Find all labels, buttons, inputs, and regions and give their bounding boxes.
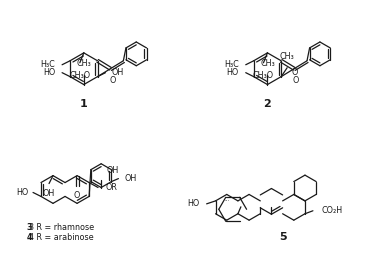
Text: O: O [293, 76, 299, 85]
Text: CH₃: CH₃ [76, 59, 91, 68]
Text: HO: HO [16, 188, 28, 197]
Text: 4: 4 [26, 232, 32, 242]
Text: 5: 5 [279, 232, 286, 242]
Text: HO: HO [227, 68, 239, 77]
Text: HO: HO [188, 199, 200, 208]
Text: O: O [109, 76, 116, 85]
Text: O: O [291, 68, 298, 77]
Text: H₃C: H₃C [40, 60, 55, 69]
Text: OH: OH [125, 174, 137, 183]
Text: OR: OR [105, 183, 117, 192]
Text: CO₂H: CO₂H [322, 206, 343, 215]
Text: CH₃: CH₃ [260, 59, 275, 68]
Text: OH: OH [112, 68, 124, 77]
Text: CH₃O: CH₃O [253, 71, 274, 80]
Text: H₃C: H₃C [224, 60, 239, 69]
Text: 1: 1 [80, 99, 87, 109]
Text: OH: OH [106, 166, 118, 175]
Text: ...: ... [224, 197, 229, 202]
Text: O: O [74, 192, 80, 200]
Text: HO: HO [43, 68, 55, 77]
Text: 2: 2 [264, 99, 271, 109]
Text: CH₃O: CH₃O [69, 71, 91, 80]
Text: OH: OH [43, 190, 55, 198]
Text: 3: 3 [26, 223, 32, 232]
Text: 4 R = arabinose: 4 R = arabinose [29, 232, 94, 242]
Text: CH₃: CH₃ [280, 52, 295, 61]
Text: 3 R = rhamnose: 3 R = rhamnose [29, 223, 94, 232]
